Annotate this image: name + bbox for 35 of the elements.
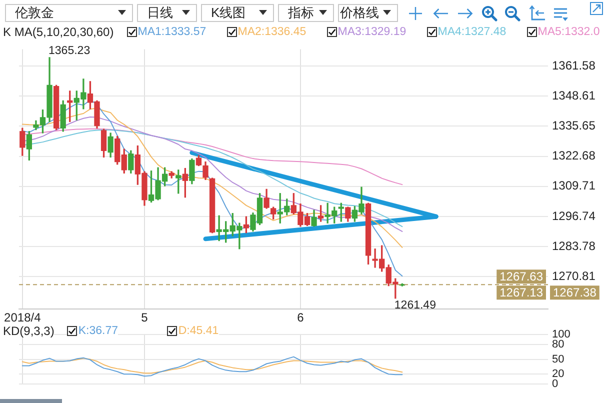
series-label: K:36.77 [78, 325, 118, 337]
annotation: 1267.63 [500, 269, 544, 284]
annotation: 1267.13 [500, 285, 544, 300]
text: MA3:1329.19 [338, 26, 406, 38]
x-tick-label: 5 [141, 310, 148, 325]
y-tick-label: 1283.78 [552, 238, 596, 253]
y-tick-label: 50 [552, 353, 564, 366]
y-tick-label: 1361.58 [552, 58, 596, 72]
y-tick-label: 1309.71 [552, 178, 596, 193]
y-tick-label: 1296.74 [552, 208, 596, 223]
y-tick-label: 1270.81 [552, 269, 596, 284]
annotation: 1365.23 [48, 44, 90, 57]
x-tick-label: 6 [297, 310, 304, 325]
text: MA5:1332.0 [538, 26, 600, 38]
y-tick-label: 20 [552, 368, 564, 380]
y-tick-label: 0 [552, 378, 558, 390]
x-tick-label: 2018/4 [4, 310, 42, 325]
text: 指标 [288, 5, 314, 21]
text: 伦敦金 [15, 5, 54, 21]
legend-title: K MA(5,10,20,30,60) [3, 25, 114, 39]
text: MA1:1333.57 [138, 26, 206, 38]
legend-title: KD(9,3,3) [3, 324, 54, 338]
y-tick-label: 1348.61 [552, 88, 596, 102]
text: 日线 [147, 5, 173, 21]
text: MA4:1327.48 [438, 26, 506, 38]
y-tick-label: 1335.65 [552, 118, 596, 132]
text: 价格线 [340, 5, 379, 21]
annotation: 1261.49 [394, 299, 436, 312]
text: MA2:1336.45 [238, 26, 306, 38]
ref-line-label: 1267.38 [552, 285, 597, 300]
text: K线图 [211, 5, 246, 21]
y-tick-label: 100 [552, 328, 570, 341]
y-tick-label: 80 [552, 338, 564, 351]
y-tick-label: 1322.68 [552, 148, 596, 163]
text: D:45.41 [178, 325, 219, 337]
